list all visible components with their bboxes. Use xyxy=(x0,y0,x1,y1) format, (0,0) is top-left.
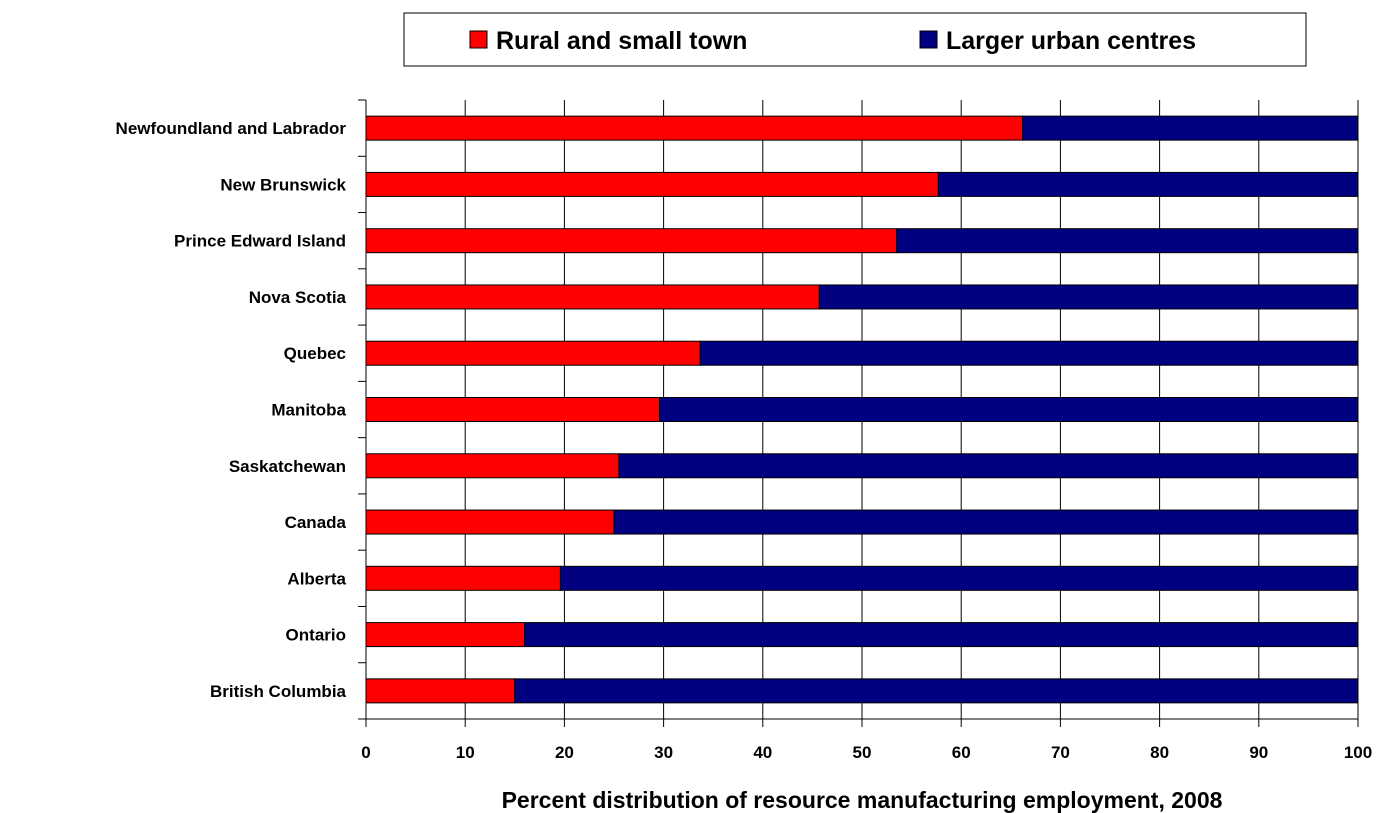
category-label: Prince Edward Island xyxy=(174,232,346,251)
bar-urban xyxy=(559,565,1359,591)
category-label: Newfoundland and Labrador xyxy=(116,119,347,138)
category-label: Quebec xyxy=(284,344,346,363)
category-label: Saskatchewan xyxy=(229,457,346,476)
category-label: British Columbia xyxy=(210,682,347,701)
legend-swatch-rural xyxy=(469,30,488,49)
plot-area: Newfoundland and Labrador New Brunswick Pr… xyxy=(116,99,1372,762)
x-tick-label: 0 xyxy=(361,743,370,762)
bar-rural xyxy=(365,228,898,254)
bar-urban xyxy=(818,284,1359,310)
x-tick-label: 30 xyxy=(654,743,673,762)
category-label: Nova Scotia xyxy=(249,288,347,307)
category-label: Canada xyxy=(285,513,347,532)
bar-rural xyxy=(365,397,661,422)
bar-urban xyxy=(659,397,1359,422)
bar-urban xyxy=(524,622,1359,648)
bar-urban xyxy=(618,453,1359,479)
x-tick-label: 40 xyxy=(753,743,772,762)
legend-label-urban: Larger urban centres xyxy=(946,27,1196,55)
bar-rural xyxy=(365,622,526,648)
category-label: Alberta xyxy=(287,569,346,588)
x-tick-label: 100 xyxy=(1344,743,1372,762)
bar-rural xyxy=(365,284,820,310)
x-tick-label: 90 xyxy=(1249,743,1268,762)
category-label: Ontario xyxy=(286,626,346,645)
x-tick-label: 10 xyxy=(456,743,475,762)
bar-urban xyxy=(514,678,1359,704)
bar-urban xyxy=(896,228,1359,254)
bar-rural xyxy=(365,678,516,704)
bar-rural xyxy=(365,509,615,535)
x-axis-title: Percent distribution of resource manufac… xyxy=(502,787,1223,813)
x-tick-label: 20 xyxy=(555,743,574,762)
bar-rural xyxy=(365,453,620,479)
x-tick-label: 70 xyxy=(1051,743,1070,762)
legend-box xyxy=(403,12,1307,67)
x-tick-label: 80 xyxy=(1150,743,1169,762)
x-tick-label: 50 xyxy=(853,743,872,762)
bar-rural xyxy=(365,565,561,591)
category-label: Manitoba xyxy=(271,401,346,420)
bar-rural xyxy=(365,171,939,197)
bar-rural xyxy=(365,115,1024,141)
bar-urban xyxy=(699,340,1359,366)
bar-rural xyxy=(365,340,701,366)
category-label: New Brunswick xyxy=(220,175,346,194)
bar-urban xyxy=(613,509,1359,535)
bar-urban xyxy=(937,171,1359,197)
legend-label-rural: Rural and small town xyxy=(496,27,747,55)
bar-urban xyxy=(1022,115,1359,141)
legend: Rural and small town Larger urban centre… xyxy=(403,12,1307,67)
x-tick-label: 60 xyxy=(952,743,971,762)
legend-swatch-urban xyxy=(919,30,938,49)
